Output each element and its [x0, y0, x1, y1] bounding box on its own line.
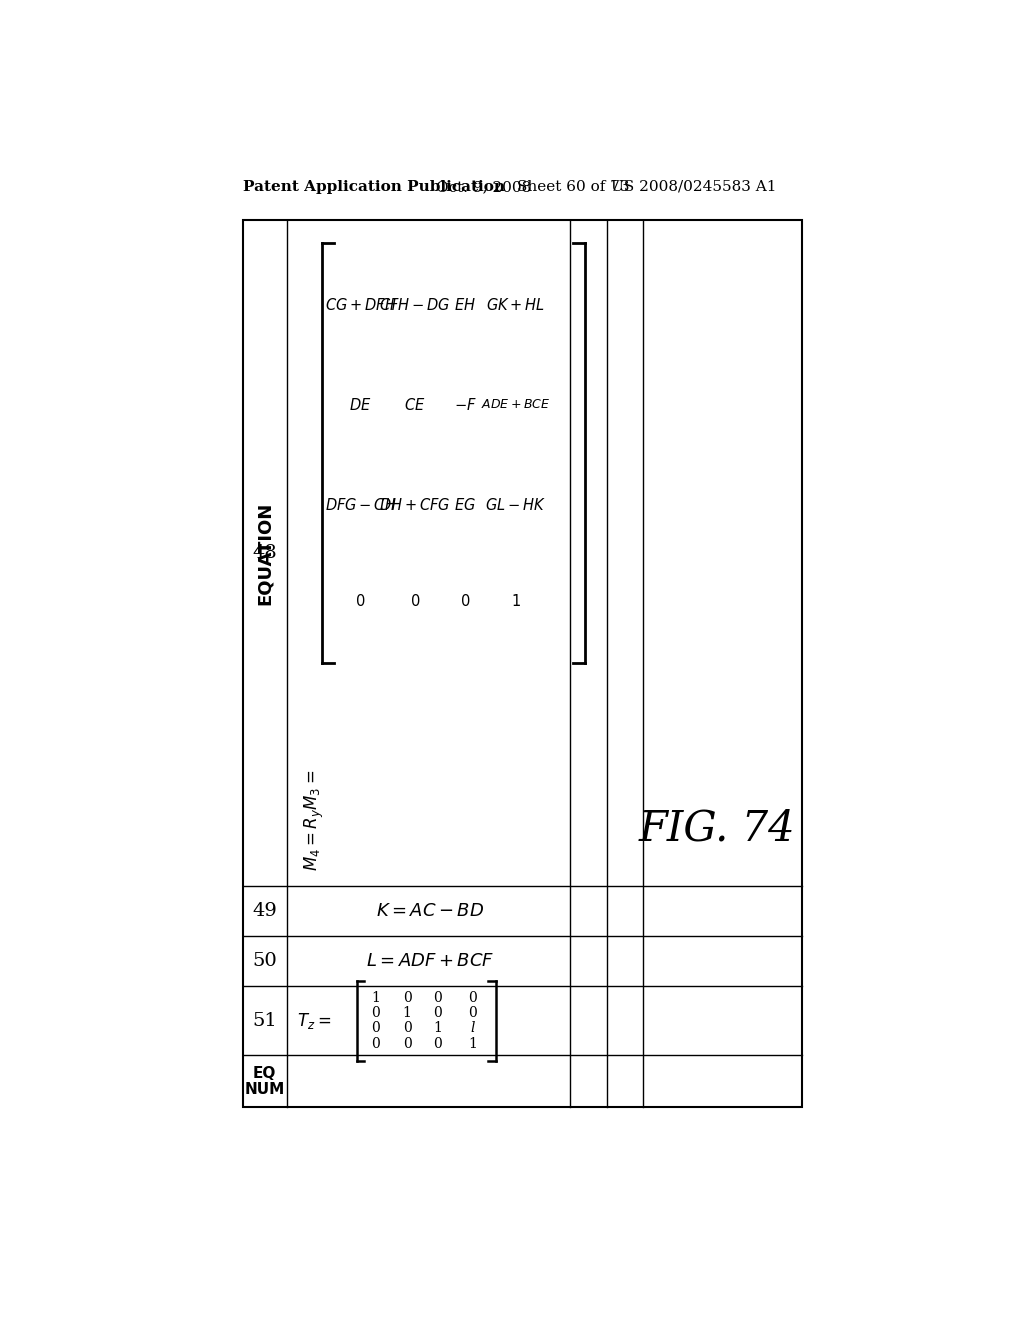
Text: 0: 0 [469, 991, 477, 1005]
Text: $ADE+BCE$: $ADE+BCE$ [481, 399, 550, 412]
Text: 0: 0 [402, 991, 412, 1005]
Text: $DFG-CH$: $DFG-CH$ [325, 496, 396, 513]
Text: $DE$: $DE$ [349, 397, 372, 413]
Text: 0: 0 [372, 1038, 380, 1051]
Text: $0$: $0$ [355, 593, 366, 609]
Text: US 2008/0245583 A1: US 2008/0245583 A1 [611, 180, 776, 194]
Text: 0: 0 [402, 1038, 412, 1051]
Text: 49: 49 [252, 902, 276, 920]
Text: 1: 1 [372, 991, 381, 1005]
Text: $-F$: $-F$ [454, 397, 476, 413]
Text: 0: 0 [469, 1006, 477, 1020]
Text: 0: 0 [402, 1022, 412, 1035]
Text: 0: 0 [433, 1038, 442, 1051]
Text: EQ
NUM: EQ NUM [245, 1065, 285, 1097]
Text: 0: 0 [433, 1006, 442, 1020]
Text: FIG. 74: FIG. 74 [639, 808, 796, 849]
Text: $K = AC-BD$: $K = AC-BD$ [376, 902, 484, 920]
Text: l: l [471, 1022, 475, 1035]
Text: $EH$: $EH$ [455, 297, 476, 313]
Text: $CG+DFH$: $CG+DFH$ [325, 297, 396, 313]
Text: 51: 51 [252, 1012, 276, 1030]
Text: $DH+CFG$: $DH+CFG$ [379, 496, 451, 513]
Text: $1$: $1$ [511, 593, 520, 609]
Text: $M_4 = R_y M_3 =$: $M_4 = R_y M_3 =$ [302, 770, 326, 871]
Text: $0$: $0$ [460, 593, 470, 609]
Text: 0: 0 [372, 1022, 380, 1035]
Text: 50: 50 [252, 952, 276, 970]
Text: 1: 1 [468, 1038, 477, 1051]
Text: 1: 1 [402, 1006, 412, 1020]
Text: Oct. 9, 2008: Oct. 9, 2008 [435, 180, 530, 194]
Text: $L = ADF+BCF$: $L = ADF+BCF$ [367, 952, 495, 970]
Bar [243, 220, 802, 1107]
Text: $CE$: $CE$ [404, 397, 425, 413]
Text: $EG$: $EG$ [455, 496, 476, 513]
Text: $CFH-DG$: $CFH-DG$ [379, 297, 451, 313]
Text: $0$: $0$ [410, 593, 420, 609]
Text: EQUATION: EQUATION [255, 502, 273, 605]
Text: $T_z =$: $T_z =$ [297, 1011, 331, 1031]
Text: 0: 0 [372, 1006, 380, 1020]
Text: $GK+HL$: $GK+HL$ [486, 297, 545, 313]
Text: $GL-HK$: $GL-HK$ [485, 496, 546, 513]
Text: 1: 1 [433, 1022, 442, 1035]
Text: 48: 48 [252, 544, 276, 562]
Text: Sheet 60 of 73: Sheet 60 of 73 [517, 180, 630, 194]
Text: Patent Application Publication: Patent Application Publication [243, 180, 505, 194]
Text: 0: 0 [433, 991, 442, 1005]
